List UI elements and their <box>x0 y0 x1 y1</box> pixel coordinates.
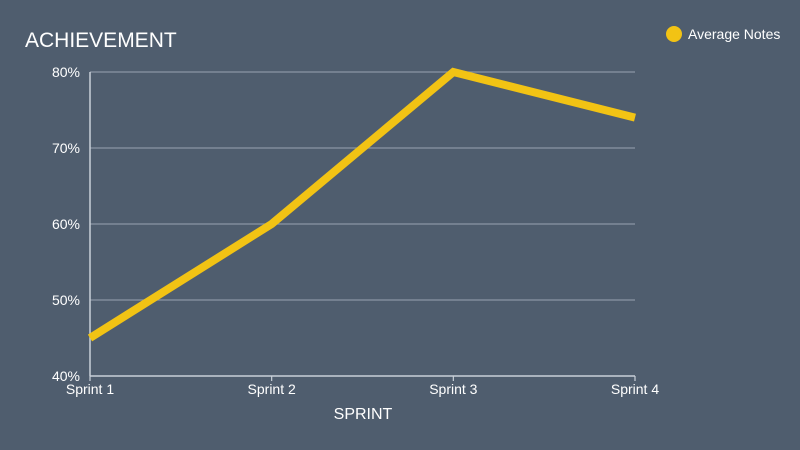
series-line-average-notes <box>87 67 636 342</box>
y-axis-ticks: 40% 50% 60% 70% 80% <box>52 64 80 384</box>
y-tick-label: 80% <box>52 64 80 80</box>
legend-label: Average Notes <box>688 26 780 42</box>
axes <box>89 72 635 377</box>
y-tick-label: 50% <box>52 292 80 308</box>
x-tick-label: Sprint 1 <box>66 381 114 397</box>
chart-title: ACHIEVEMENT <box>25 29 177 52</box>
y-tick-label: 60% <box>52 216 80 232</box>
series <box>87 67 636 342</box>
y-tick-label: 40% <box>52 368 80 384</box>
y-tick-label: 70% <box>52 140 80 156</box>
x-axis-title: SPRINT <box>334 406 393 423</box>
x-tick-label: Sprint 4 <box>611 381 659 397</box>
legend: Average Notes <box>666 26 780 42</box>
x-axis-ticks: Sprint 1 Sprint 2 Sprint 3 Sprint 4 <box>66 376 659 397</box>
gridlines <box>90 71 635 301</box>
x-tick-label: Sprint 3 <box>429 381 477 397</box>
legend-swatch <box>666 26 682 42</box>
x-tick-label: Sprint 2 <box>248 381 296 397</box>
